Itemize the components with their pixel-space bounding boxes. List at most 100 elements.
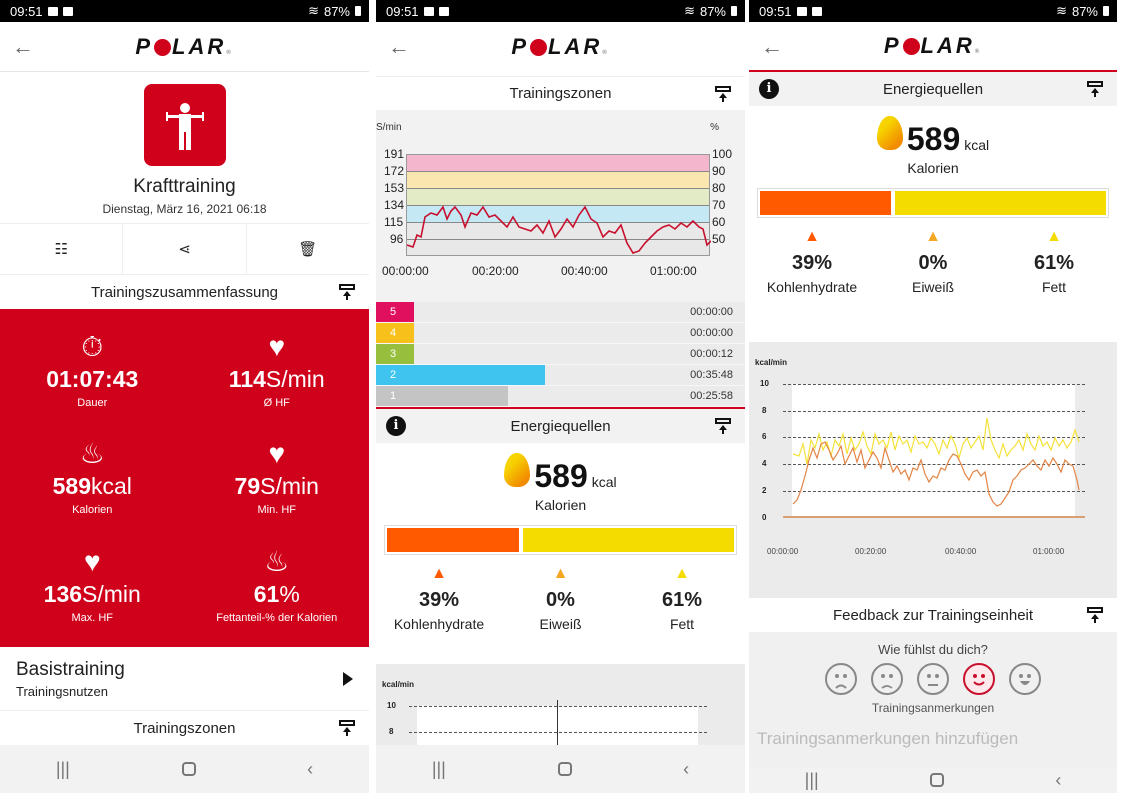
y-tick: 2 (762, 486, 767, 495)
y2-tick: 90 (712, 164, 726, 178)
pin-icon[interactable] (339, 284, 355, 302)
recent-apps-button[interactable]: ||| (804, 769, 819, 790)
y2-tick: 100 (712, 147, 733, 161)
source-name: Eiweiß (539, 616, 582, 632)
zone-row-5: 5 00:00:00 (376, 302, 745, 323)
kcal-label: Kalorien (534, 497, 587, 513)
gallery-icon (47, 6, 58, 16)
home-button[interactable] (557, 762, 572, 776)
gallery-icon (796, 6, 807, 16)
back-arrow-icon[interactable]: ← (388, 34, 410, 59)
app-bar: ← P LAR® (749, 22, 1117, 72)
back-arrow-icon[interactable]: ← (761, 34, 783, 59)
very-sad-face-icon[interactable] (825, 663, 857, 695)
home-button[interactable] (930, 773, 944, 787)
share-button[interactable]: ⋖ (123, 224, 247, 274)
kcal-value: 589 (906, 121, 961, 157)
happy-face-icon[interactable] (963, 663, 995, 695)
flame-icon: ▲ (674, 565, 690, 582)
metric-label: Max. HF (71, 611, 114, 624)
flame-icon: ▲ (552, 565, 569, 582)
status-bar: 09:51 ≋ 87% (0, 0, 369, 22)
flame-icon: ▲ (431, 565, 447, 582)
kcal-unit: kcal (591, 474, 617, 490)
y2-axis-unit: % (710, 122, 719, 133)
pin-icon[interactable] (1087, 607, 1103, 625)
kcal-unit: kcal (964, 137, 990, 153)
metric-label: Min. HF (257, 504, 297, 517)
neutral-face-icon[interactable] (917, 663, 949, 695)
notes-label: Trainingsanmerkungen (871, 701, 995, 715)
recent-apps-button[interactable]: ||| (55, 758, 70, 779)
kcal-label: Kalorien (907, 160, 959, 176)
source-percent: 0% (546, 589, 575, 611)
nav-back-button[interactable]: ‹ (307, 758, 314, 779)
flame-icon (876, 116, 903, 150)
pin-icon[interactable] (715, 418, 731, 436)
y2-tick: 70 (712, 198, 726, 212)
zone-row-4: 4 00:00:00 (376, 323, 745, 344)
list-button[interactable]: ☷ (0, 224, 124, 274)
chart-cursor[interactable] (557, 700, 558, 754)
pin-icon[interactable] (715, 86, 731, 104)
y-tick: 8 (389, 727, 394, 736)
metric-label: Ø HF (263, 397, 290, 410)
zone-bar (414, 365, 545, 385)
source-name: Fett (669, 616, 695, 632)
sport-title: Krafttraining (133, 176, 236, 197)
delete-button[interactable]: 🗑 (247, 224, 369, 274)
energy-split-bar (384, 525, 737, 555)
notes-input[interactable]: Trainingsanmerkungen hinzufügen (757, 729, 1019, 748)
metric-value: 114 (228, 366, 266, 393)
section-title: Trainingszonen (133, 719, 236, 737)
zone-number: 4 (376, 323, 414, 343)
section-title: Trainingszonen (509, 85, 612, 102)
nav-back-button[interactable]: ‹ (683, 758, 690, 779)
source-name: Eiweiß (911, 279, 954, 295)
benefit-subtitle: Trainingsnutzen (16, 683, 109, 699)
energy-sources: 589 kcal Kalorien ▲ 39% Kohlenhydrate ▲ 0% Ei… (749, 106, 1117, 295)
share-icon: ⋖ (178, 241, 191, 258)
sad-face-icon[interactable] (871, 663, 903, 695)
y2-tick: 60 (712, 215, 726, 229)
source-name: Kohlenhydrate (766, 279, 858, 295)
y2-tick: 50 (712, 232, 726, 246)
flame-icon: ♨ (264, 545, 290, 577)
x-tick: 00:40:00 (561, 264, 608, 278)
android-nav-bar: ||| ‹ (376, 745, 745, 793)
x-tick: 00:20:00 (472, 264, 519, 278)
heart-icon: ♥ (268, 331, 286, 363)
status-time: 09:51 (10, 3, 43, 19)
flame-icon: ▲ (1046, 228, 1062, 245)
x-tick: 00:20:00 (855, 547, 887, 556)
feeling-question: Wie fühlst du dich? (878, 642, 988, 657)
pin-icon[interactable] (339, 720, 355, 738)
back-arrow-icon[interactable]: ← (12, 34, 34, 59)
y-tick: 0 (762, 513, 767, 522)
y-tick: 96 (390, 232, 404, 246)
x-tick: 00:40:00 (945, 547, 977, 556)
status-bar: 09:51 ≋ 87% (376, 0, 745, 22)
energy-split-bar (757, 188, 1109, 218)
nav-back-button[interactable]: ‹ (1055, 769, 1062, 790)
very-happy-face-icon[interactable] (1009, 663, 1041, 695)
y-tick: 115 (384, 215, 404, 229)
pin-icon[interactable] (1087, 81, 1103, 99)
source-percent: 39% (791, 252, 833, 274)
home-button[interactable] (181, 762, 196, 776)
training-benefit-row[interactable]: Basistraining Trainingsnutzen (0, 647, 369, 711)
zone-time: 00:35:48 (690, 369, 733, 381)
y-tick: 191 (384, 147, 405, 161)
info-icon[interactable]: i (386, 416, 406, 436)
y-axis-unit: kcal/min (382, 680, 415, 689)
play-icon[interactable] (343, 671, 353, 686)
hr-line (407, 205, 711, 254)
divider (376, 407, 745, 409)
battery-level: 87% (699, 3, 726, 19)
heart-icon: ♥ (83, 545, 101, 577)
recent-apps-button[interactable]: ||| (431, 758, 446, 779)
source-protein: ▲ 0% Eiweiß (878, 228, 988, 295)
metric-min-hr: ♥ 79S/min Min. HF (185, 424, 370, 531)
info-icon[interactable]: i (759, 79, 779, 99)
